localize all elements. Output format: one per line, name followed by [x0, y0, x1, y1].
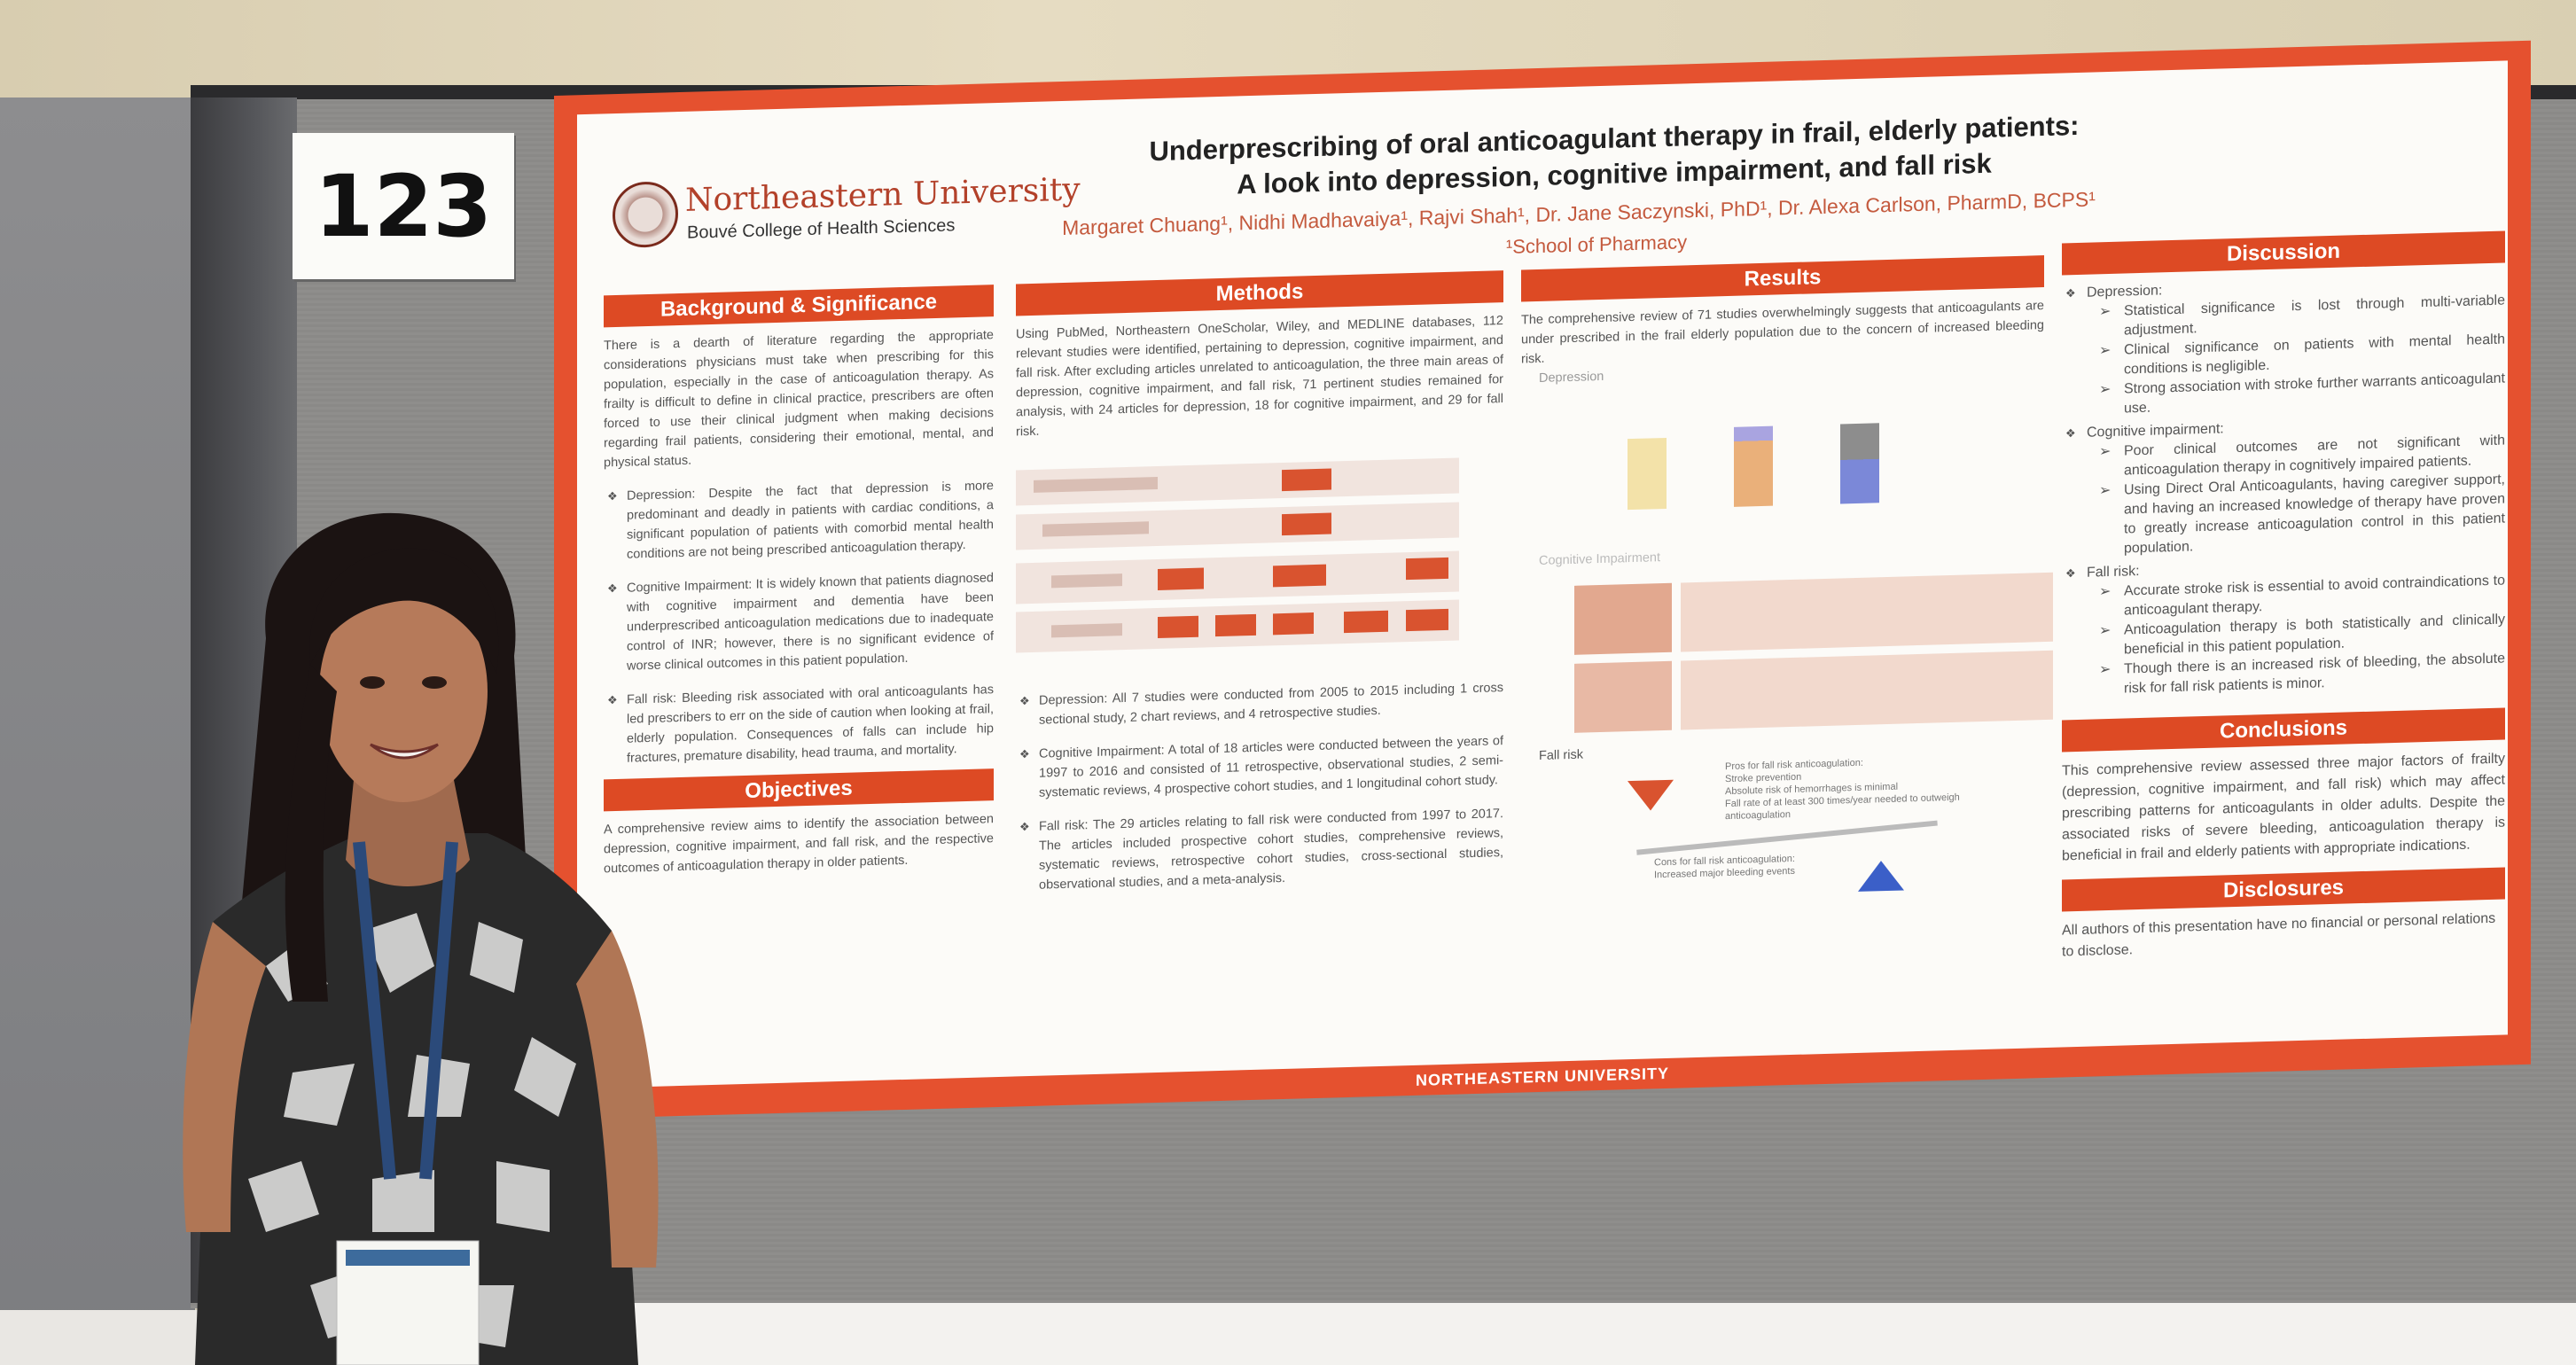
booth-number-card: 123: [293, 133, 514, 279]
flowchart-box: [1158, 615, 1198, 638]
results-cognitive-label: Cognitive Impairment: [1539, 550, 1660, 568]
flowchart-box: [1158, 567, 1204, 590]
summary-text-box: [1681, 650, 2053, 730]
flowchart-box: [1344, 610, 1388, 634]
left-partition: [0, 98, 195, 1365]
neck-shape: [346, 771, 470, 886]
depression-bar-chart: [1574, 387, 1893, 511]
fall-risk-pros: Pros for fall risk anticoagulation: Stro…: [1725, 753, 1973, 823]
methods-finding: Fall risk: The 29 articles relating to f…: [1016, 804, 1503, 895]
left-arm: [183, 922, 266, 1232]
disclosures-text: All authors of this presentation have no…: [2062, 910, 2496, 960]
cognitive-summary-box: [1521, 572, 2053, 656]
results-heading: Results: [1521, 255, 2044, 302]
discussion-item: Using Direct Oral Anticoagulants, having…: [2062, 471, 2505, 561]
flowchart-label: [1051, 573, 1122, 589]
lanyard: [353, 841, 396, 1180]
table-edge: [532, 1303, 2576, 1365]
conclusions-heading: Conclusions: [2062, 707, 2505, 753]
research-poster: Northeastern University Bouvé College of…: [554, 40, 2531, 1120]
flowchart-box: [1282, 512, 1331, 536]
background-heading: Background & Significance: [604, 285, 994, 328]
conclusions-text: This comprehensive review assessed three…: [2062, 751, 2505, 864]
methods-heading: Methods: [1016, 270, 1503, 316]
presenter-figure: [183, 512, 659, 1365]
chart-bar: [1628, 437, 1667, 511]
flowchart-box: [1282, 468, 1331, 492]
summary-label-box: [1574, 660, 1672, 733]
arrow-down-icon: [1628, 779, 1674, 812]
summary-label-box: [1574, 582, 1672, 655]
background-intro: There is a dearth of literature regardin…: [604, 328, 994, 471]
booth-number: 123: [314, 156, 493, 256]
flowchart-box: [1273, 564, 1326, 588]
eye-left: [360, 676, 385, 689]
flowchart-box: [1273, 612, 1314, 636]
disclosures-heading: Disclosures: [2062, 867, 2505, 912]
badge-header: [346, 1250, 470, 1266]
methods-text: Using PubMed, Northeastern OneScholar, W…: [1016, 314, 1503, 440]
college-name: Bouvé College of Health Sciences: [687, 215, 956, 243]
chart-bar: [1734, 425, 1773, 507]
flowchart-box: [1406, 608, 1448, 632]
poster-affiliation: ¹School of Pharmacy: [1505, 230, 1688, 259]
poster-content: Northeastern University Bouvé College of…: [577, 60, 2508, 1089]
summary-text-box: [1681, 572, 2053, 652]
right-arm: [576, 931, 659, 1268]
methods-finding: Cognitive Impairment: A total of 18 arti…: [1016, 731, 1503, 803]
institution-name: Northeastern University: [685, 171, 1081, 219]
hair-front: [309, 548, 499, 674]
methods-finding: Depression: All 7 studies were conducted…: [1016, 678, 1503, 730]
face-shape: [319, 581, 488, 802]
methods-column: Methods Using PubMed, Northeastern OneSc…: [1016, 270, 1503, 895]
flowchart-box: [1215, 613, 1256, 637]
lanyard: [419, 841, 458, 1180]
cognitive-summary-box: [1521, 650, 2053, 734]
arrow-up-icon: [1858, 860, 1904, 892]
eye-right: [422, 676, 447, 689]
fall-risk-diagram: Pros for fall risk anticoagulation: Stro…: [1521, 752, 2044, 916]
discussion-column: Discussion Depression: Statistical signi…: [2062, 230, 2505, 963]
balance-beam: [1636, 820, 1938, 855]
hair-left-strand: [285, 665, 337, 1002]
results-column: Results The comprehensive review of 71 s…: [1521, 255, 2053, 916]
smile: [370, 743, 439, 760]
flowchart-box: [1406, 557, 1448, 581]
chart-bar: [1840, 423, 1879, 504]
fall-risk-cons: Cons for fall risk anticoagulation: Incr…: [1654, 852, 1831, 882]
flowchart-label: [1051, 623, 1122, 638]
university-seal-icon: [613, 181, 678, 249]
methods-flowchart: [1016, 457, 1459, 656]
discussion-heading: Discussion: [2062, 230, 2505, 276]
university-logo: Northeastern University Bouvé College of…: [613, 164, 1081, 264]
